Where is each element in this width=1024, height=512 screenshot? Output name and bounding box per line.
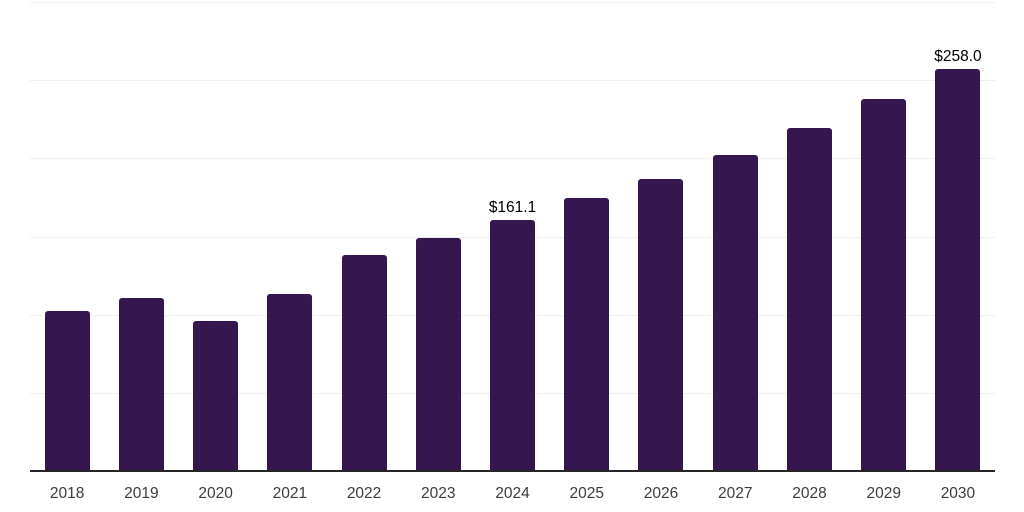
x-tick-2029: 2029 bbox=[866, 485, 901, 502]
x-tick-2021: 2021 bbox=[272, 485, 308, 502]
gridline-300 bbox=[30, 2, 995, 3]
x-tick-2030: 2030 bbox=[940, 485, 976, 502]
bar-slot-2028 bbox=[772, 3, 846, 472]
bar-2023 bbox=[415, 237, 461, 472]
bar-2029 bbox=[861, 99, 907, 472]
x-tick-2023: 2023 bbox=[421, 485, 456, 502]
bar-slot-2018 bbox=[30, 3, 104, 472]
bar-slot-2026 bbox=[624, 3, 698, 472]
gridline-200 bbox=[30, 158, 995, 160]
bar-slot-2030: $258.0 bbox=[921, 3, 995, 472]
x-tick-2025: 2025 bbox=[569, 485, 604, 502]
bar-2018 bbox=[44, 311, 90, 472]
bar-2019 bbox=[118, 298, 164, 472]
x-tick-2018: 2018 bbox=[49, 485, 85, 502]
bar-slot-2025 bbox=[550, 3, 624, 472]
bar-slot-2029 bbox=[847, 3, 921, 472]
bar-2025 bbox=[564, 198, 610, 472]
bar-slot-2022 bbox=[327, 3, 401, 472]
x-axis-line bbox=[30, 470, 995, 472]
plot-area: $161.1 $258.0 bbox=[30, 2, 995, 472]
x-tick-2026: 2026 bbox=[643, 485, 679, 502]
x-tick-2020: 2020 bbox=[198, 485, 233, 502]
bars: $161.1 $258.0 bbox=[30, 3, 995, 472]
bar-slot-2023 bbox=[401, 3, 475, 472]
bar-slot-2020 bbox=[178, 3, 252, 472]
bar-2020 bbox=[193, 321, 239, 472]
bar-2022 bbox=[341, 255, 387, 472]
bar-value-label-2030: $258.0 bbox=[934, 47, 982, 65]
bar-slot-2027 bbox=[698, 3, 772, 472]
bar-slot-2021 bbox=[253, 3, 327, 472]
bar-2028 bbox=[786, 127, 832, 472]
bar-slot-2024: $161.1 bbox=[475, 3, 549, 472]
x-axis-labels: 2018 2019 2020 2021 2022 2023 2024 2025 2026 2027… bbox=[30, 485, 995, 503]
bar-2021 bbox=[267, 294, 313, 472]
x-tick-2028: 2028 bbox=[792, 485, 827, 502]
x-tick-2024: 2024 bbox=[495, 485, 530, 502]
gridline-250 bbox=[30, 80, 995, 82]
bar-2024 bbox=[490, 220, 536, 472]
x-tick-2019: 2019 bbox=[124, 485, 159, 502]
bar-2027 bbox=[712, 154, 758, 472]
bar-2026 bbox=[638, 178, 684, 472]
bar-2030 bbox=[935, 68, 981, 472]
bar-slot-2019 bbox=[104, 3, 178, 472]
bar-value-label-2024: $161.1 bbox=[488, 199, 537, 217]
x-tick-2022: 2022 bbox=[346, 485, 382, 502]
x-tick-2027: 2027 bbox=[717, 485, 753, 502]
